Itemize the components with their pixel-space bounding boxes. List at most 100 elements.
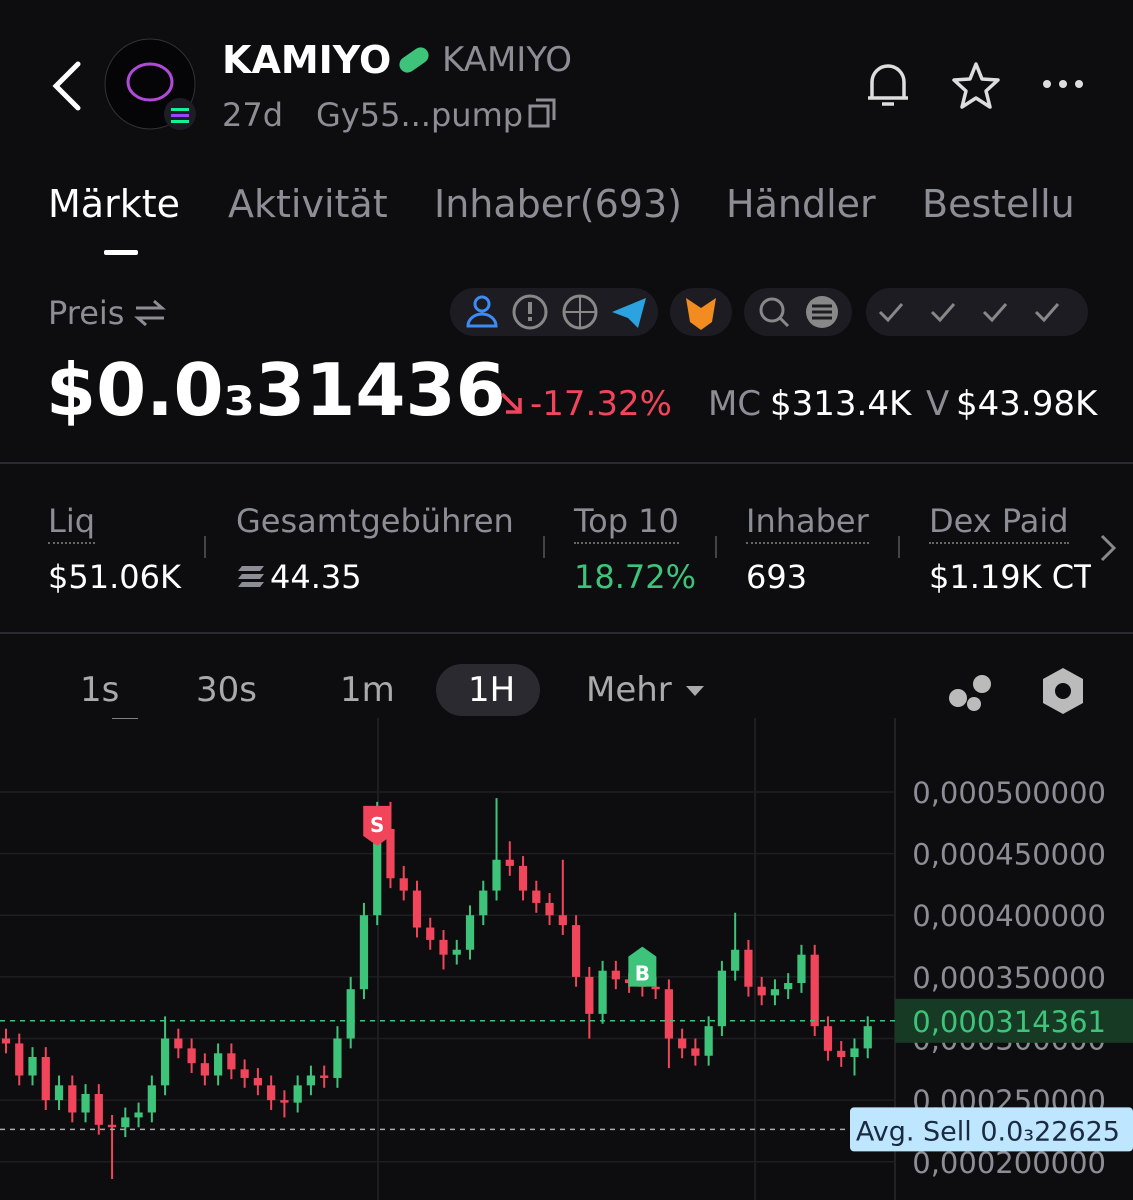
candle-body: [15, 1043, 24, 1076]
candle-body: [731, 949, 740, 971]
candle-body: [94, 1093, 103, 1125]
candle-body: [784, 983, 793, 990]
y-tick-label: 0,000500000: [912, 776, 1106, 810]
tab[interactable]: Inhaber(693): [434, 182, 682, 226]
candle-body: [465, 915, 475, 950]
down-arrow: [500, 392, 522, 414]
tab[interactable]: Aktivität: [228, 182, 388, 226]
back-button[interactable]: [44, 58, 88, 114]
tab[interactable]: Bestellu: [922, 182, 1075, 226]
candle-body: [717, 970, 727, 1027]
candle-body: [571, 925, 581, 977]
price-change: -17.32%: [530, 384, 672, 424]
trade-marker-label: S: [370, 813, 384, 837]
price-label: Preis: [48, 294, 125, 332]
candle-body: [492, 859, 501, 891]
candle-body: [320, 1075, 329, 1078]
candle-body: [704, 1026, 713, 1056]
interval[interactable]: Mehr: [586, 670, 672, 710]
candle-body: [134, 1112, 143, 1118]
more-icon[interactable]: [1040, 74, 1090, 94]
dropdown-icon: [686, 686, 704, 696]
candle-body: [611, 970, 620, 980]
separator: [898, 536, 900, 558]
candle-body: [267, 1085, 276, 1101]
separator: [543, 536, 545, 558]
interval[interactable]: 1s: [80, 670, 120, 710]
stat-label[interactable]: Liq: [48, 502, 96, 544]
chevron-right[interactable]: [1098, 532, 1118, 564]
avg-sell-label: Avg. Sell 0.0₃22625: [856, 1116, 1120, 1147]
stat-label[interactable]: Top 10: [574, 502, 679, 544]
candle-body: [293, 1085, 302, 1103]
candle-body: [678, 1038, 687, 1049]
indicator-icon[interactable]: [946, 668, 994, 714]
candle-body: [598, 970, 607, 1014]
candle-body: [545, 902, 554, 916]
swap-icon[interactable]: [134, 298, 166, 328]
candle-body: [54, 1085, 64, 1101]
interval[interactable]: 1m: [340, 670, 395, 710]
interval[interactable]: 1H: [468, 670, 516, 710]
trade-marker-label: B: [635, 962, 650, 986]
social-icons: [450, 288, 1088, 336]
candle-body: [306, 1075, 316, 1086]
candle-body: [227, 1053, 236, 1070]
pill-icon: [399, 47, 429, 73]
tab[interactable]: Märkte: [48, 182, 180, 226]
interval[interactable]: 30s: [196, 670, 257, 710]
candle-body: [240, 1069, 249, 1078]
copy-icon[interactable]: [526, 96, 560, 130]
bell-icon[interactable]: [862, 60, 914, 112]
candle-body: [757, 986, 766, 996]
candle-body: [386, 828, 395, 879]
market-cap: $313.4K: [770, 384, 912, 424]
candle-body: [359, 915, 369, 990]
candle-body: [147, 1085, 156, 1113]
candle-body: [121, 1117, 130, 1128]
y-tick-label: 0,000200000: [912, 1146, 1106, 1180]
candle-body: [412, 890, 422, 928]
token-symbol: KAMIYO: [442, 40, 572, 80]
candle-body: [280, 1100, 289, 1103]
candle-body: [41, 1057, 50, 1101]
candle-body: [160, 1038, 170, 1086]
candle-body: [823, 1026, 833, 1051]
star-icon[interactable]: [950, 60, 1002, 112]
tab-indicator: [104, 250, 138, 255]
token-age: 27d: [222, 96, 284, 134]
candle-body: [68, 1085, 77, 1113]
trade-marker: [628, 946, 657, 987]
stat-label[interactable]: Dex Paid: [929, 502, 1069, 544]
avg-sell-tag: [850, 1107, 1133, 1152]
divider: [0, 632, 1133, 634]
current-price-tag: [895, 998, 1133, 1043]
stat-value: $51.06K: [48, 558, 181, 596]
stat-value: $1.19K CT: [929, 558, 1091, 596]
tab[interactable]: Händler: [726, 182, 876, 226]
y-tick-label: 0,000450000: [912, 838, 1106, 872]
price-value: $0.0₃31436: [46, 348, 506, 432]
stat-label[interactable]: Inhaber: [746, 502, 869, 544]
candle-body: [505, 859, 514, 866]
candle-body: [439, 939, 448, 955]
candle-body: [452, 949, 461, 955]
stat-value: 44.35: [270, 558, 362, 596]
candle-body: [558, 915, 567, 926]
candle-body: [518, 865, 528, 891]
candle-body: [28, 1057, 37, 1076]
candle-body: [81, 1093, 90, 1113]
candle-body: [863, 1026, 872, 1049]
candle-body: [585, 976, 594, 1014]
token-address[interactable]: Gy55...pump: [316, 96, 524, 134]
separator: [715, 536, 717, 558]
settings-icon[interactable]: [1040, 666, 1086, 716]
candle-body: [651, 986, 660, 990]
stat-label: Gesamtgebühren: [236, 502, 514, 540]
candle-body: [744, 949, 753, 987]
candle-body: [333, 1038, 342, 1078]
candle-body: [373, 828, 382, 916]
candle-body: [837, 1050, 846, 1058]
candle-body: [214, 1053, 223, 1076]
y-tick-label: 0,000400000: [912, 899, 1106, 933]
